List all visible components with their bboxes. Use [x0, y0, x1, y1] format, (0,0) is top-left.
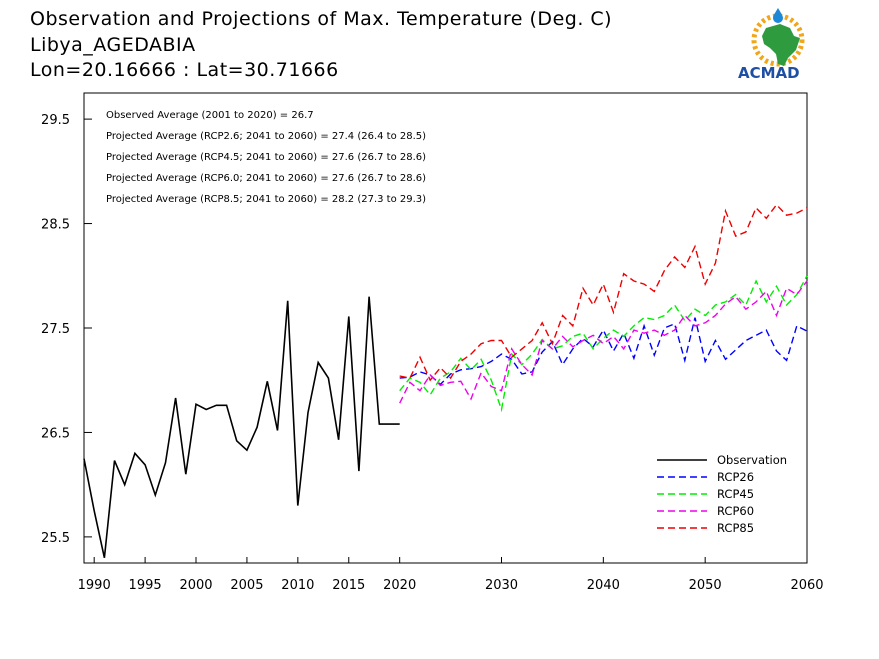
legend-label: RCP85 — [717, 521, 754, 535]
y-tick-label: 25.5 — [41, 531, 70, 546]
x-tick-label: 2060 — [790, 578, 823, 593]
x-tick-label: 2030 — [485, 578, 518, 593]
legend-label: RCP45 — [717, 487, 754, 501]
y-axis: 25.5 26.5 27.5 28.5 29.5 — [41, 113, 92, 546]
series-lines — [83, 203, 808, 558]
chart-title: Observation and Projections of Max. Temp… — [30, 8, 613, 30]
location-label: Libya_AGEDABIA — [30, 34, 196, 56]
annotation-block: Observed Average (2001 to 2020) = 26.7 Pr… — [106, 110, 426, 205]
annotation-line: Projected Average (RCP6.0; 2041 to 2060)… — [106, 173, 426, 184]
x-tick-label: 2010 — [281, 578, 314, 593]
y-tick-label: 29.5 — [41, 113, 70, 128]
x-tick-label: 2020 — [383, 578, 416, 593]
annotation-line: Projected Average (RCP8.5; 2041 to 2060)… — [106, 194, 426, 205]
x-tick-label: 2050 — [689, 578, 722, 593]
series-line-rcp60 — [399, 280, 808, 404]
annotation-line: Observed Average (2001 to 2020) = 26.7 — [106, 110, 314, 121]
x-tick-label: 1990 — [78, 578, 111, 593]
coordinates-label: Lon=20.16666 : Lat=30.71666 — [30, 59, 339, 81]
series-line-observation — [83, 296, 400, 558]
x-tick-label: 1995 — [129, 578, 162, 593]
legend-label: Observation — [717, 453, 787, 467]
series-line-rcp85 — [399, 203, 808, 382]
x-tick-label: 2015 — [332, 578, 365, 593]
x-tick-label: 2040 — [587, 578, 620, 593]
annotation-line: Projected Average (RCP4.5; 2041 to 2060)… — [106, 152, 426, 163]
legend-label: RCP26 — [717, 470, 754, 484]
y-tick-label: 26.5 — [41, 426, 70, 441]
x-tick-label: 2000 — [179, 578, 212, 593]
series-line-rcp26 — [399, 317, 808, 386]
legend: Observation RCP26 RCP45 RCP60 RCP85 — [657, 453, 787, 535]
annotation-line: Projected Average (RCP2.6; 2041 to 2060)… — [106, 131, 426, 142]
x-tick-label: 2005 — [230, 578, 263, 593]
series-line-rcp45 — [399, 275, 808, 413]
acmad-logo-text: ACMAD — [738, 64, 800, 82]
plot-area-frame — [83, 92, 808, 564]
y-tick-label: 28.5 — [41, 218, 70, 233]
x-axis: 1990 1995 2000 2005 2010 2015 2020 2030 2040 2050… — [78, 557, 824, 593]
legend-label: RCP60 — [717, 504, 754, 518]
y-tick-label: 27.5 — [41, 322, 70, 337]
acmad-logo — [751, 8, 805, 67]
